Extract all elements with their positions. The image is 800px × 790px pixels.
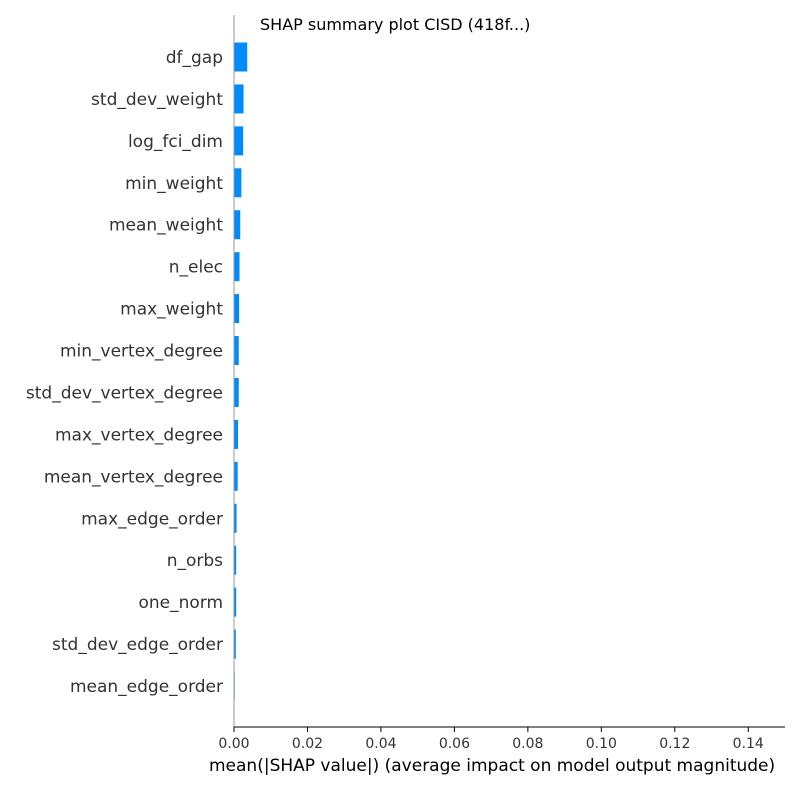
- bar-df-gap: [234, 42, 248, 72]
- x-tick-label: 0.08: [512, 736, 543, 752]
- category-label: std_dev_edge_order: [52, 635, 223, 655]
- x-tick-label: 0.14: [733, 736, 764, 752]
- category-label: min_vertex_degree: [60, 342, 223, 362]
- bar-std-dev-edge-order: [234, 629, 236, 659]
- bar-max-edge-order: [234, 503, 237, 533]
- bar-n-orbs: [234, 545, 237, 575]
- category-label: one_norm: [138, 593, 223, 613]
- category-labels: df_gap std_dev_weight log_fci_dim min_weigh…: [26, 48, 223, 697]
- category-label: min_weight: [125, 174, 223, 194]
- category-label: log_fci_dim: [128, 132, 223, 152]
- category-label: std_dev_vertex_degree: [26, 383, 223, 403]
- bar-log-fci-dim: [234, 126, 244, 156]
- category-label: max_edge_order: [81, 509, 223, 529]
- bar-min-vertex-degree: [234, 336, 239, 366]
- x-tick-label: 0.10: [586, 736, 617, 752]
- category-label: std_dev_weight: [91, 90, 223, 110]
- bars-group: [234, 42, 248, 701]
- category-label: df_gap: [166, 48, 223, 68]
- x-tick-label: 0.12: [659, 736, 690, 752]
- category-label: n_elec: [169, 258, 223, 278]
- bar-one-norm: [234, 587, 237, 617]
- x-tick-label: 0.00: [218, 736, 249, 752]
- x-tick-label: 0.06: [439, 736, 470, 752]
- bar-mean-vertex-degree: [234, 461, 238, 491]
- x-axis-label: mean(|SHAP value|) (average impact on mo…: [209, 756, 775, 776]
- chart-title: SHAP summary plot CISD (418f...): [260, 15, 530, 34]
- category-label: n_orbs: [167, 551, 223, 571]
- category-label: mean_weight: [109, 216, 223, 236]
- category-label: max_vertex_degree: [55, 425, 223, 445]
- category-label: mean_vertex_degree: [44, 467, 223, 487]
- bar-std-dev-vertex-degree: [234, 377, 239, 407]
- bar-std-dev-weight: [234, 84, 244, 114]
- bar-min-weight: [234, 168, 242, 198]
- bar-max-vertex-degree: [234, 419, 239, 449]
- category-label: mean_edge_order: [70, 677, 223, 697]
- category-label: max_weight: [120, 300, 223, 320]
- bar-mean-weight: [234, 210, 241, 240]
- x-axis-ticks: 0.00 0.02 0.04 0.06 0.08 0.10 0.12 0.14: [218, 727, 764, 752]
- x-tick-label: 0.04: [365, 736, 396, 752]
- x-tick-label: 0.02: [292, 736, 323, 752]
- bar-n-elec: [234, 252, 240, 282]
- bar-max-weight: [234, 294, 240, 324]
